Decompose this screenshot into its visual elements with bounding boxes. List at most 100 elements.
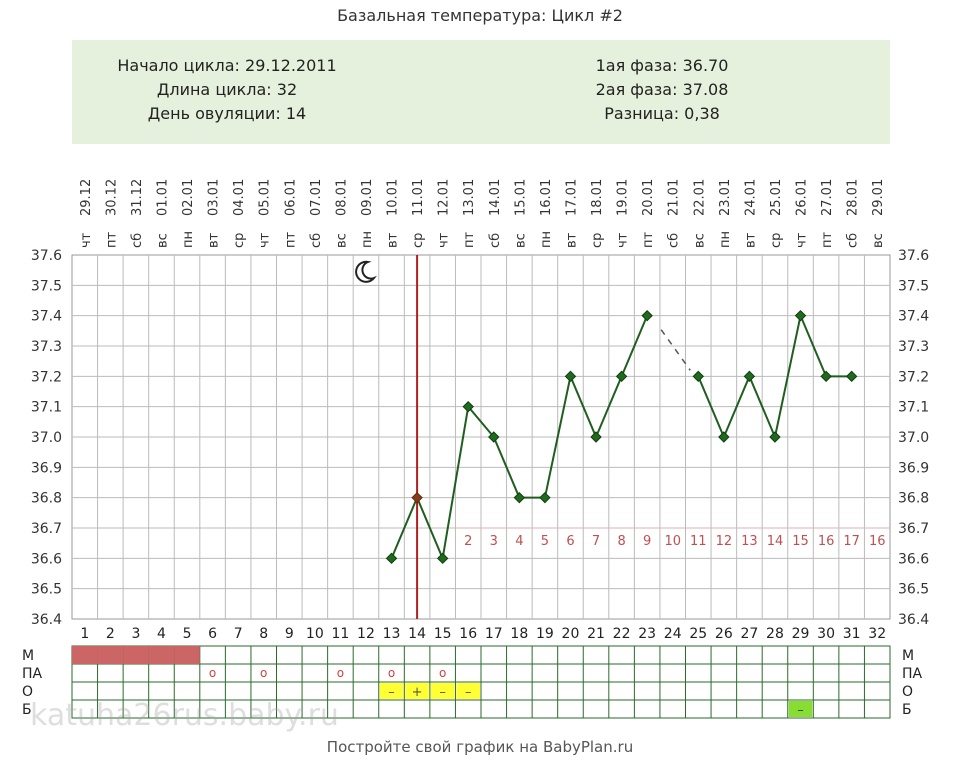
phase2-day-number: 16 bbox=[869, 534, 886, 549]
y-tick-label-right: 37.3 bbox=[898, 339, 929, 355]
pa-marker: o bbox=[439, 666, 446, 680]
date-label: 08.01 bbox=[334, 179, 349, 216]
day-number: 14 bbox=[408, 626, 426, 642]
menses-cell bbox=[148, 646, 175, 664]
weekday-label: сб bbox=[846, 233, 861, 248]
weekday-label: сб bbox=[309, 233, 324, 248]
cm-cell bbox=[430, 683, 455, 699]
cycle-length: Длина цикла: 32 bbox=[156, 80, 298, 99]
temperature-segment bbox=[595, 375, 623, 438]
row-label-right: ПА bbox=[902, 666, 923, 682]
date-label: 28.01 bbox=[846, 179, 861, 216]
pa-marker: o bbox=[337, 666, 344, 680]
day-number: 25 bbox=[689, 626, 707, 642]
phase2-day-number: 11 bbox=[690, 534, 707, 549]
date-label: 19.01 bbox=[616, 179, 631, 216]
b-mark: – bbox=[797, 703, 804, 718]
day-number: 13 bbox=[383, 626, 401, 642]
date-label: 30.12 bbox=[104, 179, 119, 216]
temperature-segment bbox=[722, 375, 751, 438]
day-number: 11 bbox=[331, 626, 349, 642]
day-number: 8 bbox=[259, 626, 268, 642]
cycle-info-panel: Начало цикла: 29.12.2011 Длина цикла: 32… bbox=[72, 40, 890, 144]
date-label: 11.01 bbox=[411, 179, 426, 216]
y-tick-label-left: 37.6 bbox=[31, 248, 62, 264]
y-tick-label-right: 36.9 bbox=[898, 460, 929, 476]
date-label: 18.01 bbox=[590, 179, 605, 216]
y-tick-label-left: 37.2 bbox=[31, 369, 62, 385]
weekday-label: сб bbox=[488, 233, 503, 248]
cm-mark: – bbox=[439, 685, 446, 700]
date-label: 24.01 bbox=[743, 179, 758, 216]
phase2-day-number: 16 bbox=[818, 534, 835, 549]
phase2-day-number: 5 bbox=[541, 534, 549, 549]
row-label-left: ПА bbox=[22, 666, 43, 682]
day-number: 12 bbox=[357, 626, 375, 642]
y-tick-label-left: 36.8 bbox=[31, 491, 62, 507]
cm-cell bbox=[405, 683, 429, 699]
cm-mark: – bbox=[465, 685, 472, 700]
y-tick-label-right: 36.5 bbox=[898, 582, 929, 598]
day-number: 17 bbox=[485, 626, 503, 642]
y-tick-label-left: 37.4 bbox=[31, 309, 62, 325]
date-label: 21.01 bbox=[667, 179, 682, 216]
menses-cell bbox=[123, 646, 149, 664]
temperature-segment bbox=[492, 436, 521, 499]
cm-mark: – bbox=[388, 685, 395, 700]
temperature-segment bbox=[697, 375, 725, 438]
date-label: 13.01 bbox=[462, 179, 477, 216]
temperature-segment bbox=[467, 406, 495, 438]
y-tick-label-left: 37.1 bbox=[31, 400, 62, 416]
temperature-segment bbox=[543, 376, 572, 498]
temperature-segment bbox=[416, 497, 444, 559]
y-tick-label-right: 37.5 bbox=[898, 278, 929, 294]
date-label: 10.01 bbox=[386, 179, 401, 216]
weekday-label: пн bbox=[181, 231, 196, 248]
temperature-point bbox=[564, 370, 577, 383]
day-number: 7 bbox=[234, 626, 243, 642]
phase2-day-number: 9 bbox=[643, 534, 651, 549]
phase2-day-number: 17 bbox=[843, 534, 860, 549]
day-number: 19 bbox=[536, 626, 554, 642]
weekday-label: ср bbox=[411, 233, 426, 248]
menses-cell bbox=[174, 646, 200, 664]
phase2-day-number: 7 bbox=[592, 534, 600, 549]
y-tick-label-left: 36.5 bbox=[31, 582, 62, 598]
weekday-label: чт bbox=[258, 232, 273, 248]
date-label: 23.01 bbox=[718, 179, 733, 216]
temperature-point bbox=[385, 552, 398, 565]
cm-cell bbox=[456, 683, 480, 699]
day-number: 21 bbox=[587, 626, 605, 642]
y-tick-label-right: 36.4 bbox=[898, 612, 929, 628]
y-tick-label-right: 37.0 bbox=[898, 430, 929, 446]
weekday-label: вт bbox=[564, 232, 579, 248]
weekday-label: пн bbox=[539, 231, 554, 248]
day-number: 1 bbox=[80, 626, 89, 642]
weekday-label: вт bbox=[386, 232, 401, 248]
row-label-left: Б bbox=[22, 702, 32, 718]
day-number: 5 bbox=[183, 626, 192, 642]
day-number: 2 bbox=[106, 626, 115, 642]
weekday-label: ср bbox=[232, 233, 247, 248]
day-number: 9 bbox=[285, 626, 294, 642]
cm-mark: + bbox=[412, 685, 423, 700]
temperature-point bbox=[743, 370, 756, 383]
day-number: 28 bbox=[766, 626, 784, 642]
phase2-temp: 2ая фаза: 37.08 bbox=[595, 80, 729, 99]
temperature-point bbox=[462, 400, 474, 413]
row-label-right: М bbox=[902, 648, 914, 664]
y-tick-label-left: 36.4 bbox=[31, 612, 62, 628]
day-number: 27 bbox=[740, 626, 758, 642]
temperature-segment bbox=[620, 315, 649, 377]
row-label-right: О bbox=[902, 684, 913, 700]
weekday-label: вс bbox=[155, 233, 170, 248]
phase2-day-number: 14 bbox=[767, 534, 784, 549]
phase2-day-number: 12 bbox=[716, 534, 733, 549]
temperature-segment bbox=[773, 315, 802, 438]
weekday-label: пт bbox=[104, 232, 119, 248]
cycle-info-left: Начало цикла: 29.12.2011 Длина цикла: 32… bbox=[102, 54, 352, 126]
chart-title: Базальная температура: Цикл #2 bbox=[337, 6, 623, 25]
day-number: 26 bbox=[715, 626, 733, 642]
footer-link[interactable]: Постройте свой график на BabyPlan.ru bbox=[326, 738, 634, 756]
